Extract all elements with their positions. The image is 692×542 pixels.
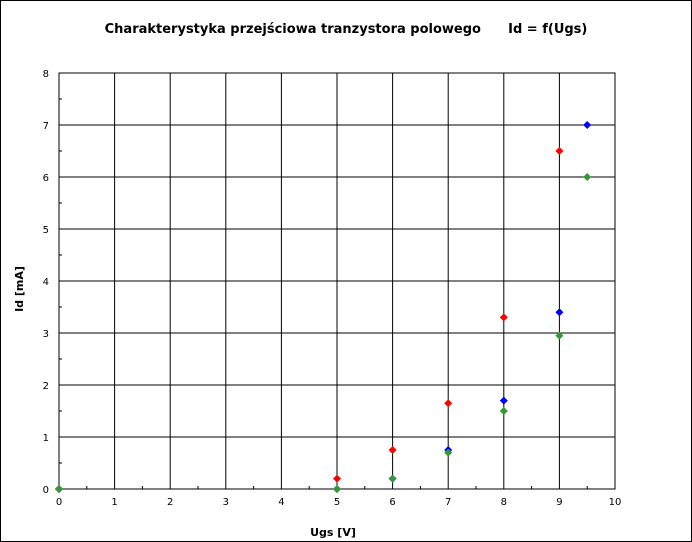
y-tick-label: 3 <box>43 329 49 340</box>
y-axis-label: Id [mA] <box>13 266 26 312</box>
x-tick-label: 9 <box>556 497 562 508</box>
x-tick-label: 0 <box>56 497 62 508</box>
x-tick-label: 5 <box>334 497 340 508</box>
data-point-series-1 <box>333 474 341 483</box>
x-axis-label: Ugs [V] <box>310 526 356 539</box>
data-point-series-3 <box>388 474 397 483</box>
y-tick-label: 2 <box>43 381 49 392</box>
data-point-series-1 <box>444 399 453 408</box>
x-tick-label: 3 <box>223 497 229 508</box>
y-tick-label: 0 <box>43 485 49 496</box>
data-point-series-3 <box>444 448 453 457</box>
data-point-series-1 <box>388 446 397 454</box>
data-point-series-3 <box>499 407 508 415</box>
data-point-series-2 <box>555 308 564 317</box>
y-tick-label: 4 <box>43 277 49 288</box>
data-point-series-3 <box>333 485 341 493</box>
data-point-series-2 <box>583 121 592 129</box>
x-tick-label: 6 <box>389 497 395 508</box>
y-tick-label: 5 <box>43 225 49 236</box>
data-point-series-3 <box>555 331 564 340</box>
x-tick-label: 8 <box>501 497 507 508</box>
axis-ticks: 0 1 2 3 4 5 6 7 8 9 10 0 1 2 3 4 5 6 7 8 <box>43 69 622 508</box>
x-tick-label: 10 <box>609 497 622 508</box>
chart-title: Charakterystyka przejściowa tranzystora … <box>105 22 588 37</box>
y-tick-label: 6 <box>43 173 49 184</box>
data-point-series-1 <box>499 313 508 322</box>
x-tick-label: 4 <box>278 497 284 508</box>
y-tick-label: 7 <box>43 121 49 132</box>
data-points <box>55 121 592 493</box>
grid <box>59 73 615 489</box>
x-tick-label: 1 <box>111 497 117 508</box>
data-point-series-1 <box>555 147 564 155</box>
x-tick-label: 2 <box>167 497 173 508</box>
y-tick-label: 1 <box>43 433 49 444</box>
data-point-series-3 <box>55 485 63 493</box>
data-point-series-2 <box>499 396 508 405</box>
x-tick-label: 7 <box>445 497 451 508</box>
y-tick-label: 8 <box>43 69 49 80</box>
data-point-series-3 <box>583 173 592 181</box>
